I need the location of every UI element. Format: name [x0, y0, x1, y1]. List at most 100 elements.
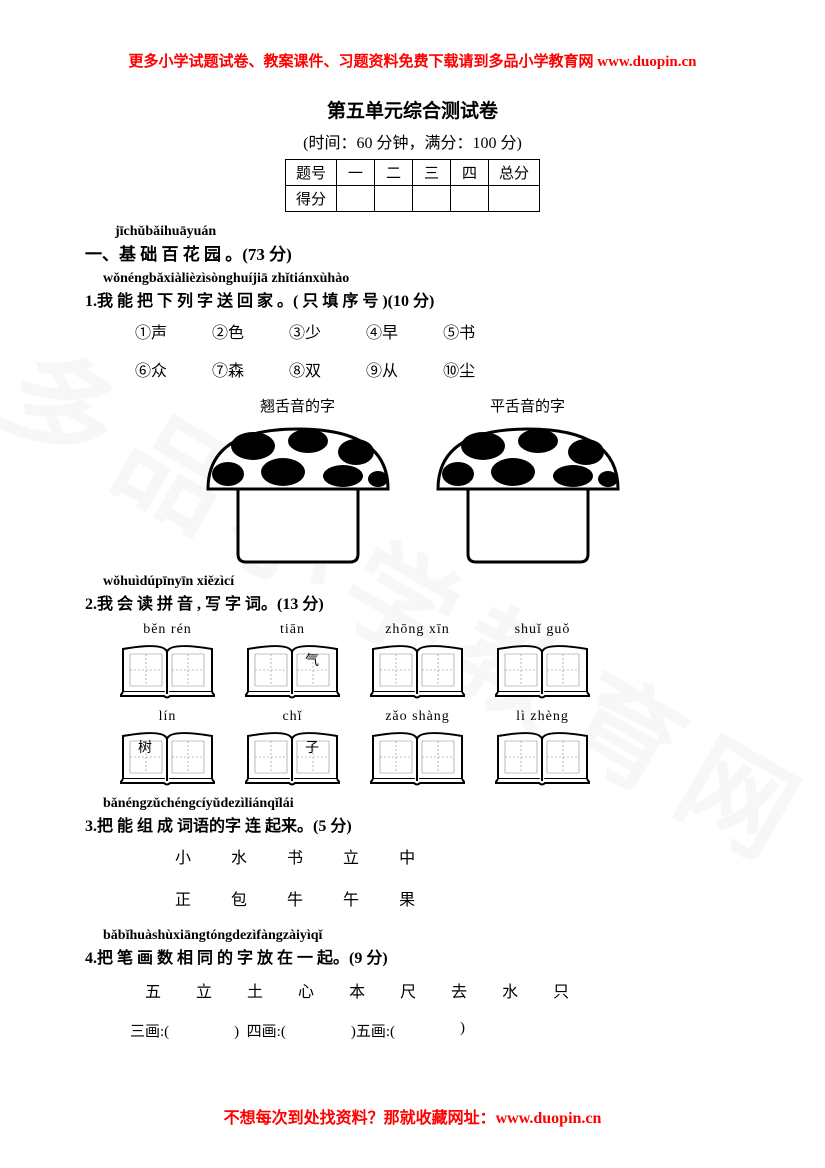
book-pinyin: lì zhèng: [495, 709, 590, 727]
table-cell: 一: [337, 160, 375, 186]
char-item: ②色: [212, 319, 244, 343]
char-item: ①声: [135, 319, 167, 343]
book-row-2: lín 树 chǐ: [85, 709, 740, 786]
mushroom-icon: [198, 424, 398, 564]
q4-chars: 五 立 土 心 本 尺 去 水 只: [85, 978, 740, 1002]
footer-banner: 不想每次到处找资料？那就收藏网址：www.duopin.cn: [0, 1104, 825, 1128]
char-item: 立: [343, 844, 359, 868]
char-item: 五: [145, 978, 161, 1002]
table-cell: [413, 186, 451, 212]
table-cell: 三: [413, 160, 451, 186]
book-pinyin: tiān: [245, 622, 340, 640]
book-icon: [245, 731, 340, 786]
table-cell: 题号: [285, 160, 336, 186]
char-item: 牛: [287, 886, 303, 910]
blank-label: )五画:(: [351, 1020, 395, 1041]
mushroom-icon: [428, 424, 628, 564]
char-item: ③少: [289, 319, 321, 343]
blank-space: [179, 1020, 224, 1041]
char-item: 小: [175, 844, 191, 868]
char-item: 果: [399, 886, 415, 910]
book-item: lì zhèng: [495, 709, 590, 786]
book-item: tiān 气: [245, 622, 340, 699]
table-cell: [489, 186, 540, 212]
char-item: ⑩尘: [443, 357, 475, 381]
char-item: 午: [343, 886, 359, 910]
book-icon: [120, 731, 215, 786]
book-icon: [120, 644, 215, 699]
header-banner: 更多小学试题试卷、教案课件、习题资料免费下载请到多品小学教育网 www.duop…: [85, 50, 740, 71]
table-cell: 四: [451, 160, 489, 186]
header-link[interactable]: www.duopin.cn: [597, 54, 696, 70]
book-pinyin: zhōng xīn: [370, 622, 465, 640]
char-item: 正: [175, 886, 191, 910]
table-cell: [451, 186, 489, 212]
char-item: 去: [451, 978, 467, 1002]
blank-label: ) 四画:(: [234, 1020, 286, 1041]
q2-pinyin: wǒhuìdúpīnyīn xiězìcí: [85, 574, 740, 590]
book-icon: [245, 644, 340, 699]
book-pinyin: zǎo shàng: [370, 709, 465, 727]
table-row: 题号 一 二 三 四 总分: [285, 160, 539, 186]
page-title: 第五单元综合测试卷: [85, 96, 740, 123]
book-char: 树: [138, 737, 152, 757]
blank-space: [405, 1020, 450, 1041]
q3-row2: 正 包 牛 午 果: [85, 886, 740, 910]
q3-heading: 3.把 能 组 成 词语的字 连 起来。(5 分): [85, 812, 740, 836]
book-pinyin: shuǐ guǒ: [495, 622, 590, 640]
char-item: ⑦森: [212, 357, 244, 381]
q1-row1: ①声 ②色 ③少 ④早 ⑤书: [85, 319, 740, 343]
book-icon: [370, 731, 465, 786]
book-section: běn rén tiān: [85, 622, 740, 786]
char-item: 包: [231, 886, 247, 910]
q3-pinyin: bǎnéngzǔchéngcíyǔdezìliánqǐlái: [85, 796, 740, 812]
blank-end: ): [460, 1020, 465, 1041]
page-subtitle: (时间：60 分钟，满分：100 分): [85, 129, 740, 153]
book-item: běn rén: [120, 622, 215, 699]
book-row-1: běn rén tiān: [85, 622, 740, 699]
char-item: 土: [247, 978, 263, 1002]
table-row: 得分: [285, 186, 539, 212]
footer-link[interactable]: www.duopin.cn: [496, 1110, 602, 1127]
book-icon: [370, 644, 465, 699]
blank-label: 三画:(: [130, 1020, 169, 1041]
table-cell: 得分: [285, 186, 336, 212]
char-item: 心: [298, 978, 314, 1002]
q1-row2: ⑥众 ⑦森 ⑧双 ⑨从 ⑩尘: [85, 357, 740, 381]
q4-blanks: 三画:( ) 四画:( )五画:( ): [85, 1020, 740, 1041]
book-icon: [495, 644, 590, 699]
q3-row1: 小 水 书 立 中: [85, 844, 740, 868]
mushroom-row: 翘舌音的字 平舌音的字: [85, 395, 740, 564]
header-text: 更多小学试题试卷、教案课件、习题资料免费下载请到多品小学教育网: [129, 54, 598, 70]
char-item: 只: [553, 978, 569, 1002]
book-char: 子: [305, 737, 319, 757]
mushroom-2-label: 平舌音的字: [428, 395, 628, 416]
table-cell: 总分: [489, 160, 540, 186]
char-item: ⑥众: [135, 357, 167, 381]
char-item: 尺: [400, 978, 416, 1002]
mushroom-2: 平舌音的字: [428, 395, 628, 564]
book-item: chǐ 子: [245, 709, 340, 786]
q4-pinyin: bǎbǐhuàshùxiāngtóngdezìfàngzàiyìqǐ: [85, 928, 740, 944]
char-item: 书: [287, 844, 303, 868]
book-item: shuǐ guǒ: [495, 622, 590, 699]
table-cell: [375, 186, 413, 212]
q1-heading: 1.我 能 把 下 列 字 送 回 家 。( 只 填 序 号 )(10 分): [85, 287, 740, 311]
footer-text: 不想每次到处找资料？那就收藏网址：: [224, 1110, 496, 1127]
book-item: zǎo shàng: [370, 709, 465, 786]
book-pinyin: chǐ: [245, 709, 340, 727]
q1-pinyin: wǒnéngbǎxiàlièzìsònghuíjiā zhǐtiánxùhào: [85, 271, 740, 287]
char-item: 水: [502, 978, 518, 1002]
table-cell: [337, 186, 375, 212]
char-item: 水: [231, 844, 247, 868]
book-icon: [495, 731, 590, 786]
book-char: 气: [305, 650, 319, 670]
q4-heading: 4.把 笔 画 数 相 同 的 字 放 在 一 起。(9 分): [85, 944, 740, 968]
section1-pinyin: jīchǔbǎihuāyuán: [85, 224, 740, 240]
char-item: ⑨从: [366, 357, 398, 381]
char-item: ④早: [366, 319, 398, 343]
book-item: lín 树: [120, 709, 215, 786]
book-pinyin: běn rén: [120, 622, 215, 640]
book-pinyin: lín: [120, 709, 215, 727]
char-item: 中: [399, 844, 415, 868]
